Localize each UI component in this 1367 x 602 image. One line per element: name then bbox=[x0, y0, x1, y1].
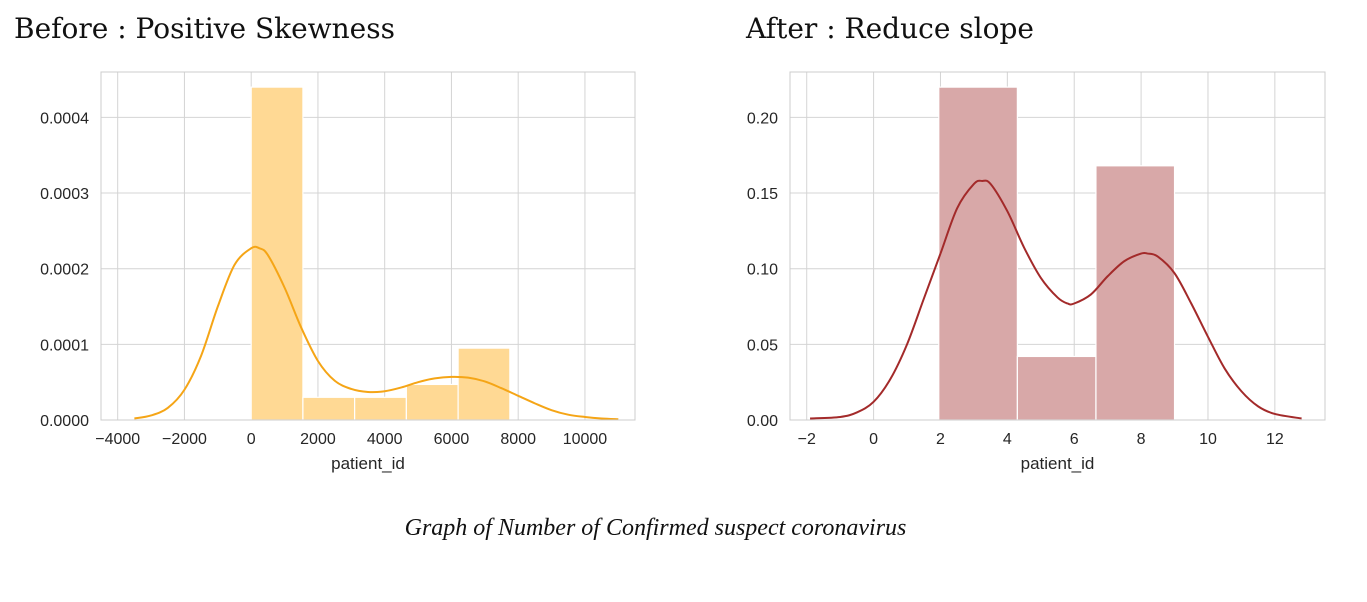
x-tick-label: 10 bbox=[1199, 431, 1217, 448]
y-tick-label: 0.0002 bbox=[40, 262, 89, 279]
kde-curve bbox=[134, 245, 619, 421]
x-tick-label: 2000 bbox=[300, 431, 336, 448]
x-tick-label: 0 bbox=[247, 431, 256, 448]
x-tick-label: 8000 bbox=[500, 431, 536, 448]
x-tick-label: −2 bbox=[798, 431, 816, 448]
y-tick-label: 0.05 bbox=[747, 337, 778, 354]
left-chart-title: Before : Positive Skewness bbox=[14, 12, 395, 45]
y-tick-label: 0.15 bbox=[747, 186, 778, 203]
figure-caption: Graph of Number of Confirmed suspect cor… bbox=[404, 515, 907, 541]
y-tick-label: 0.0001 bbox=[40, 337, 89, 354]
histogram-bar bbox=[1095, 165, 1176, 421]
y-tick-label: 0.20 bbox=[747, 110, 778, 127]
x-tick-label: −2000 bbox=[162, 431, 207, 448]
plot-area bbox=[101, 72, 635, 420]
x-tick-label: 6 bbox=[1070, 431, 1079, 448]
x-tick-label: 12 bbox=[1266, 431, 1284, 448]
plot-frame bbox=[100, 71, 636, 421]
histogram-bar bbox=[938, 86, 1018, 421]
y-tick-label: 0.00 bbox=[747, 413, 778, 430]
x-axis-label: patient_id bbox=[331, 454, 405, 473]
y-tick-label: 0.0000 bbox=[40, 413, 89, 430]
x-tick-label: −4000 bbox=[95, 431, 140, 448]
kde-curve bbox=[810, 179, 1302, 420]
x-axis-label: patient_id bbox=[1021, 454, 1095, 473]
histogram-bar bbox=[1016, 355, 1097, 421]
x-tick-label: 8 bbox=[1137, 431, 1146, 448]
x-tick-label: 6000 bbox=[434, 431, 470, 448]
y-tick-label: 0.10 bbox=[747, 262, 778, 279]
right-chart-title: After : Reduce slope bbox=[746, 12, 1034, 45]
plot-frame bbox=[789, 71, 1326, 421]
x-tick-label: 2 bbox=[936, 431, 945, 448]
y-tick-label: 0.0003 bbox=[40, 186, 89, 203]
y-tick-label: 0.0004 bbox=[40, 110, 89, 127]
x-tick-label: 4 bbox=[1003, 431, 1012, 448]
x-tick-label: 0 bbox=[869, 431, 878, 448]
x-tick-label: 4000 bbox=[367, 431, 403, 448]
x-tick-label: 10000 bbox=[563, 431, 608, 448]
